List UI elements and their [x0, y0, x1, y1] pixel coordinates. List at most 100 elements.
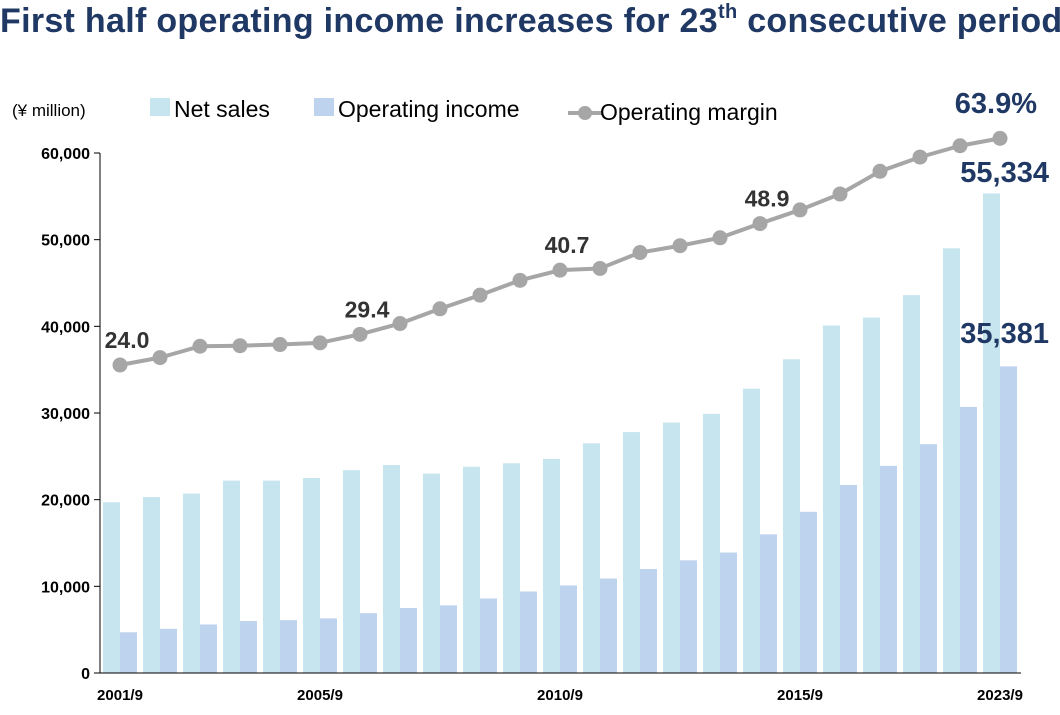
- net-sales-series: [103, 193, 1000, 674]
- bar-operating-income: [400, 608, 417, 673]
- bar-net-sales: [543, 458, 560, 673]
- x-tick-label: 2005/9: [297, 687, 343, 704]
- y-tick-label: 0: [81, 666, 90, 683]
- bar-operating-income: [1000, 366, 1017, 673]
- y-tick-label: 10,000: [41, 579, 90, 596]
- bar-operating-income: [840, 484, 857, 673]
- y-axis-unit-label: (¥ million): [12, 101, 86, 120]
- bar-operating-income: [720, 552, 737, 673]
- operating-margin-point: [632, 245, 648, 261]
- bar-operating-income: [680, 560, 697, 673]
- chart-title-main: First half operating income increases fo…: [0, 2, 718, 40]
- bar-operating-income: [920, 444, 937, 673]
- legend-swatch-operating-income: [314, 98, 334, 116]
- callout-operating-margin: 63.9%: [955, 88, 1037, 120]
- operating-margin-point: [672, 238, 688, 254]
- bar-operating-income: [320, 618, 337, 673]
- operating-margin-point: [192, 338, 208, 354]
- legend-label-operating-margin: Operating margin: [600, 99, 778, 125]
- bar-operating-income: [560, 585, 577, 673]
- bar-net-sales: [463, 466, 480, 673]
- operating-margin-point: [992, 130, 1008, 146]
- y-tick-label: 50,000: [41, 233, 90, 250]
- operating-margin-point: [312, 335, 328, 351]
- operating-margin-point: [272, 337, 288, 353]
- bar-operating-income: [880, 465, 897, 673]
- operating-margin-point: [952, 138, 968, 154]
- operating-margin-point: [152, 350, 168, 366]
- legend: Net sales Operating income Operating mar…: [150, 96, 778, 125]
- bar-operating-income: [960, 406, 977, 673]
- operating-margin-point: [792, 202, 808, 218]
- operating-margin-point: [432, 301, 448, 317]
- bar-net-sales: [703, 413, 720, 673]
- bar-net-sales: [743, 388, 760, 673]
- y-axis: 0 10,000 20,000 30,000 40,000 50,000 60,000: [41, 146, 101, 683]
- bar-operating-income: [200, 624, 217, 673]
- bar-operating-income: [800, 511, 817, 673]
- bar-net-sales: [583, 443, 600, 673]
- legend-label-operating-income: Operating income: [338, 96, 520, 122]
- bar-net-sales: [503, 463, 520, 673]
- operating-income-series: [120, 366, 1017, 673]
- callout-operating-income: 35,381: [960, 318, 1049, 350]
- bar-net-sales: [903, 295, 920, 673]
- y-tick-label: 40,000: [41, 319, 90, 336]
- bar-net-sales: [623, 432, 640, 673]
- bar-operating-income: [240, 621, 257, 673]
- bar-operating-income: [280, 620, 297, 673]
- x-tick-label: 2001/9: [97, 687, 143, 704]
- x-axis: 2001/9 2005/9 2010/9 2015/9 2023/9: [97, 672, 1023, 704]
- data-label-operating-margin: 48.9: [745, 186, 790, 212]
- bar-net-sales: [663, 422, 680, 673]
- operating-margin-point: [832, 186, 848, 202]
- operating-margin-point: [872, 163, 888, 179]
- callout-net-sales: 55,334: [960, 157, 1049, 189]
- bar-net-sales: [143, 497, 160, 673]
- bar-net-sales: [383, 465, 400, 673]
- data-labels: 24.0 29.4 40.7 48.9: [105, 186, 790, 353]
- legend-marker-operating-margin: [578, 106, 592, 120]
- chart-title-sup: th: [717, 1, 738, 23]
- bar-net-sales: [783, 359, 800, 673]
- bar-operating-income: [480, 598, 497, 673]
- bar-net-sales: [343, 470, 360, 673]
- bar-net-sales: [943, 248, 960, 674]
- operating-margin-point: [752, 216, 768, 232]
- x-tick-label: 2023/9: [977, 687, 1023, 704]
- operating-margin-series: [112, 130, 1008, 373]
- y-tick-label: 60,000: [41, 146, 90, 163]
- x-tick-label: 2015/9: [777, 687, 823, 704]
- y-tick-label: 20,000: [41, 493, 90, 510]
- bar-net-sales: [863, 317, 880, 673]
- operating-margin-point: [552, 262, 568, 278]
- bar-operating-income: [520, 591, 537, 673]
- operating-margin-point: [712, 230, 728, 246]
- operating-margin-point: [112, 357, 128, 373]
- operating-margin-point: [592, 260, 608, 276]
- operating-margin-point: [352, 326, 368, 342]
- bar-operating-income: [440, 605, 457, 673]
- bar-net-sales: [423, 473, 440, 673]
- data-label-operating-margin: 40.7: [545, 232, 590, 258]
- bar-operating-income: [360, 613, 377, 673]
- operating-margin-point: [232, 338, 248, 354]
- data-label-operating-margin: 24.0: [105, 327, 150, 353]
- bar-net-sales: [303, 478, 320, 673]
- bar-net-sales: [983, 193, 1000, 673]
- operating-margin-point: [472, 287, 488, 303]
- chart-title: First half operating income increases fo…: [0, 2, 1060, 41]
- legend-label-net-sales: Net sales: [174, 96, 270, 122]
- operating-margin-point: [912, 149, 928, 165]
- y-tick-label: 30,000: [41, 406, 90, 423]
- bar-operating-income: [600, 578, 617, 673]
- chart-title-rest: consecutive period: [737, 2, 1060, 40]
- operating-margin-point: [512, 272, 528, 288]
- bar-net-sales: [103, 502, 120, 673]
- data-label-operating-margin: 29.4: [345, 296, 390, 322]
- bar-operating-income: [640, 569, 657, 673]
- operating-margin-point: [392, 316, 408, 332]
- bar-net-sales: [223, 480, 240, 673]
- bar-net-sales: [823, 325, 840, 673]
